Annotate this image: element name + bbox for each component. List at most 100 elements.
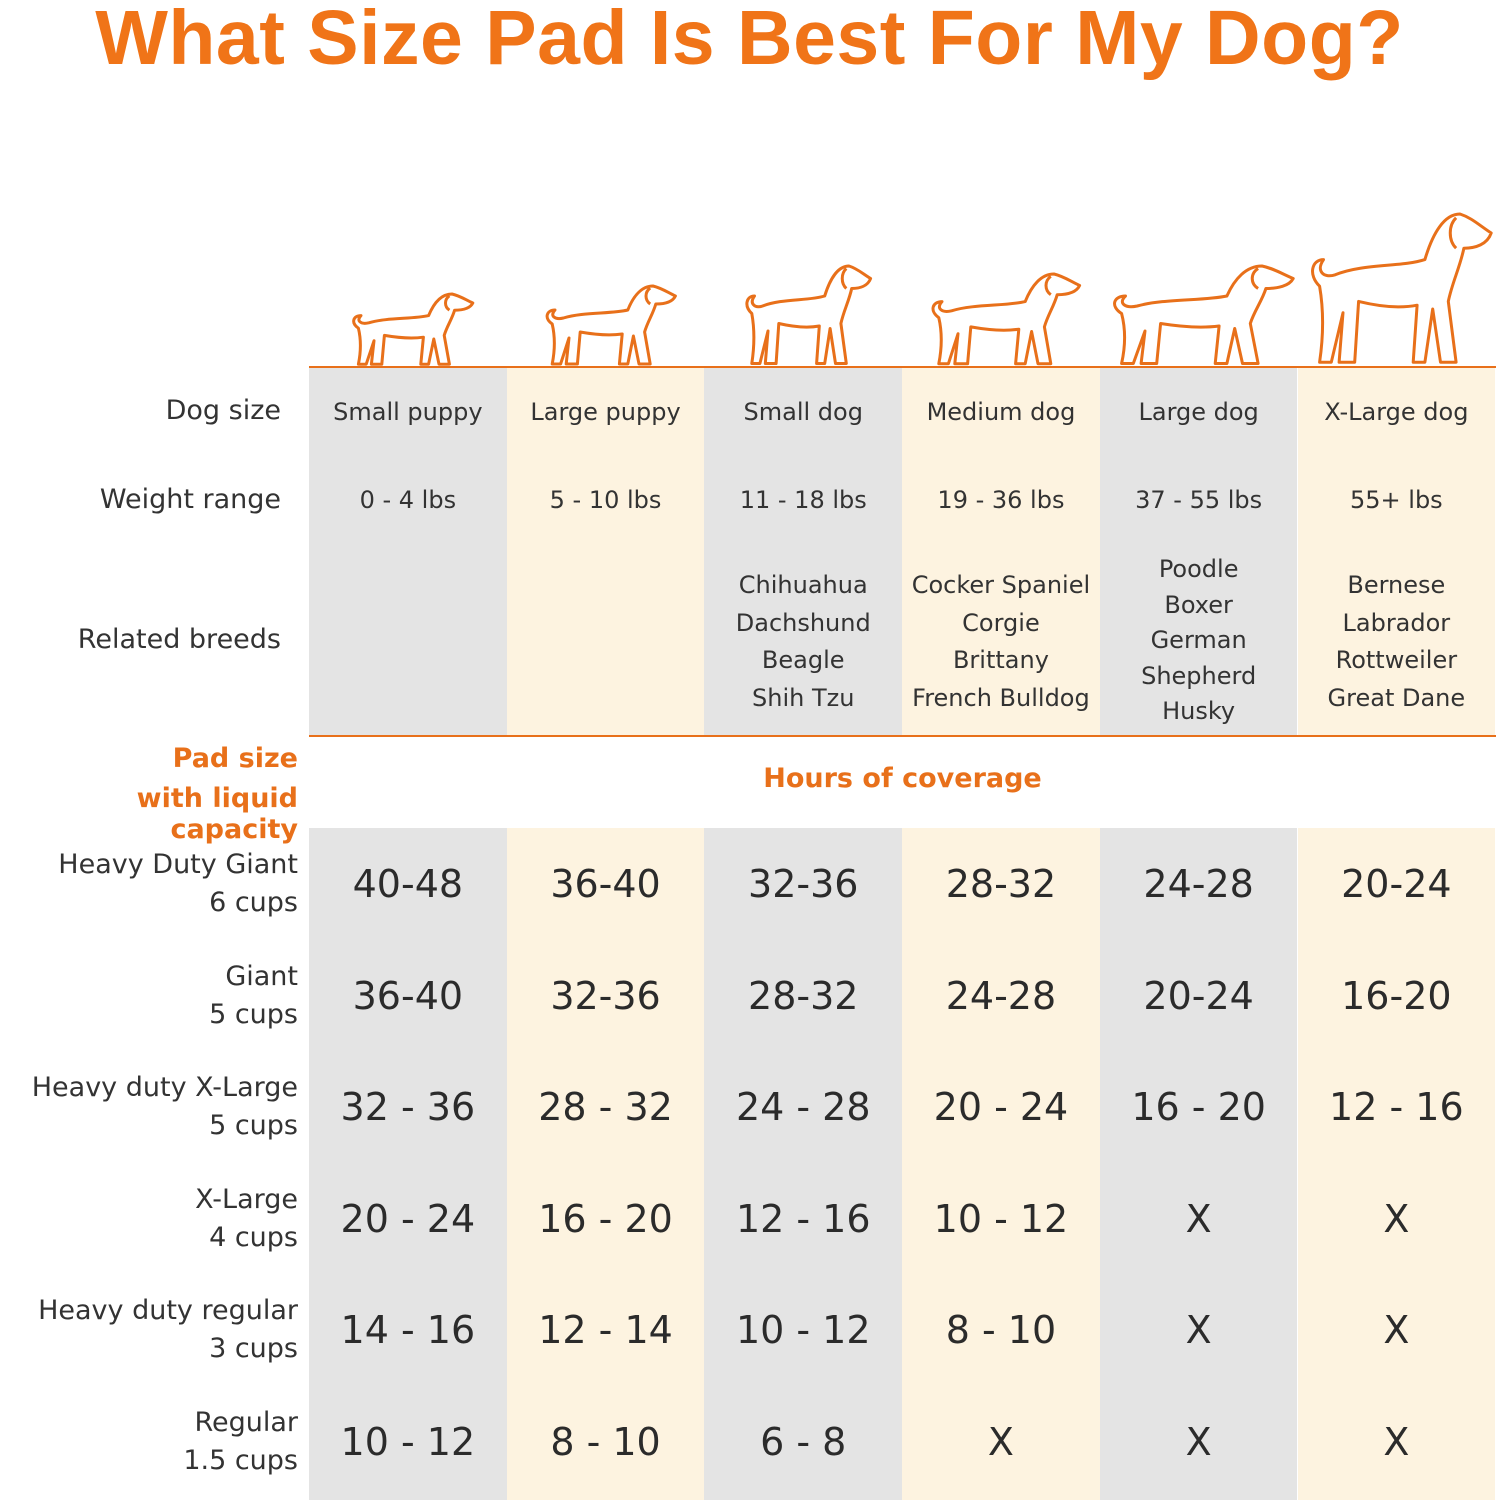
column-band-lower-4: [902, 828, 1100, 1500]
pad-size-name: Giant: [225, 960, 298, 992]
weight-range-value: 5 - 10 lbs: [549, 486, 662, 514]
coverage-hours-cell: 32 - 36: [340, 1085, 476, 1130]
dog-small-icon: [741, 241, 876, 366]
column-band-lower-5: [1099, 828, 1298, 1500]
breed-name: Great Dane: [1327, 683, 1466, 712]
pad-size-name: X-Large: [195, 1183, 298, 1215]
dog-size-label: X-Large dog: [1324, 398, 1469, 426]
pad-size-name: Regular: [194, 1407, 298, 1438]
breed-name: German: [1150, 626, 1247, 654]
coverage-hours-cell: 16-20: [1341, 973, 1452, 1018]
hours-of-coverage-heading: Hours of coverage: [763, 763, 1042, 794]
pad-capacity: 5 cups: [209, 998, 298, 1030]
pad-capacity: 6 cups: [209, 887, 298, 918]
pad-size-name: Heavy Duty Giant: [58, 849, 298, 880]
coverage-hours-cell: 8 - 10: [945, 1308, 1057, 1353]
puppy-small-icon: [348, 276, 478, 366]
coverage-hours-cell: 24 - 28: [735, 1085, 871, 1130]
weight-range-value: 55+ lbs: [1350, 486, 1443, 514]
breed-name: Poodle: [1158, 555, 1239, 583]
weight-range-value: 0 - 4 lbs: [359, 486, 457, 514]
coverage-hours-cell: X: [1383, 1196, 1410, 1241]
coverage-hours-cell: 20-24: [1143, 973, 1254, 1018]
related-breeds-list: Bernese Labrador Rottweiler Great Dane: [1298, 567, 1496, 717]
row-label-related-breeds: Related breeds: [77, 624, 281, 655]
dog-xlarge-icon: [1304, 176, 1499, 366]
coverage-hours-cell: 14 - 16: [340, 1308, 476, 1353]
pad-capacity: 4 cups: [209, 1221, 298, 1253]
pad-size-name: Heavy duty regular: [38, 1295, 298, 1327]
dog-large-icon: [1106, 241, 1301, 366]
dog-medium-icon: [926, 251, 1086, 366]
breed-name: Rottweiler: [1335, 646, 1458, 674]
related-breeds-list: Cocker Spaniel Corgie Brittany French Bulld…: [902, 567, 1100, 717]
coverage-hours-cell: 28-32: [945, 862, 1057, 906]
column-band-1: [309, 368, 507, 736]
coverage-hours-cell: 12 - 16: [735, 1196, 871, 1241]
coverage-hours-cell: 28-32: [748, 973, 859, 1018]
liquid-capacity-heading: with liquid capacity: [136, 783, 298, 845]
breed-name: Shih Tzu: [752, 683, 855, 712]
column-band-6: [1297, 368, 1496, 736]
pad-capacity: 1.5 cups: [183, 1445, 298, 1476]
breed-name: Beagle: [761, 646, 845, 674]
column-band-lower-6: [1297, 828, 1496, 1500]
column-band-3: [704, 368, 903, 736]
page-title: What Size Pad Is Best For My Dog?: [95, 0, 1404, 81]
coverage-hours-cell: 40-48: [352, 862, 464, 906]
coverage-hours-cell: 16 - 20: [1131, 1085, 1266, 1130]
coverage-hours-cell: X: [1185, 1308, 1212, 1353]
breed-name: Bernese: [1347, 571, 1446, 599]
coverage-hours-cell: 6 - 8: [760, 1420, 847, 1464]
coverage-hours-cell: 32-36: [748, 862, 859, 906]
breed-name: Dachshund: [735, 608, 871, 637]
coverage-hours-cell: 20 - 24: [933, 1085, 1069, 1130]
column-band-4: [902, 368, 1100, 736]
pad-size-heading: Pad size: [172, 743, 298, 774]
breed-name: Chihuahua: [738, 571, 868, 599]
coverage-hours-cell: 20-24: [1341, 862, 1452, 906]
weight-range-value: 19 - 36 lbs: [937, 486, 1065, 514]
dog-size-label: Small dog: [743, 398, 863, 426]
coverage-hours-cell: X: [1185, 1420, 1212, 1464]
coverage-hours-cell: 12 - 16: [1329, 1085, 1464, 1130]
coverage-hours-cell: 36-40: [550, 862, 661, 906]
related-breeds-list: Poodle Boxer German Shepherd Husky: [1100, 552, 1298, 730]
coverage-hours-cell: 36-40: [352, 973, 464, 1018]
coverage-hours-cell: 16 - 20: [538, 1196, 673, 1241]
coverage-hours-cell: 10 - 12: [933, 1196, 1069, 1241]
column-band-5: [1099, 368, 1298, 736]
coverage-hours-cell: 10 - 12: [340, 1420, 476, 1464]
coverage-hours-cell: 20 - 24: [340, 1196, 476, 1241]
coverage-hours-cell: X: [987, 1420, 1014, 1464]
dog-size-label: Small puppy: [333, 398, 483, 426]
breed-name: Boxer: [1164, 590, 1233, 619]
row-label-dog-size: Dog size: [165, 395, 281, 426]
dog-size-label: Large dog: [1138, 398, 1259, 426]
breed-name: Husky: [1162, 697, 1236, 725]
breed-name: Brittany: [952, 646, 1049, 674]
pad-size-name: Heavy duty X-Large: [31, 1072, 298, 1104]
coverage-hours-cell: X: [1383, 1420, 1410, 1464]
column-band-2: [506, 368, 705, 736]
breed-name: Shepherd: [1141, 661, 1257, 690]
coverage-hours-cell: 32-36: [550, 973, 661, 1018]
column-band-lower-3: [704, 828, 903, 1500]
column-band-lower-1: [309, 828, 507, 1500]
coverage-hours-cell: X: [1383, 1308, 1410, 1353]
dog-size-label: Medium dog: [926, 398, 1076, 426]
breed-name: French Bulldog: [912, 683, 1090, 712]
pad-capacity: 3 cups: [209, 1333, 298, 1365]
breed-name: Corgie: [962, 608, 1040, 637]
coverage-hours-cell: 24-28: [945, 973, 1057, 1018]
weight-range-value: 11 - 18 lbs: [739, 486, 867, 514]
column-band-lower-2: [506, 828, 705, 1500]
coverage-hours-cell: X: [1185, 1196, 1212, 1241]
related-breeds-list: Chihuahua Dachshund Beagle Shih Tzu: [704, 567, 902, 717]
puppy-large-icon: [541, 266, 681, 366]
pad-capacity: 5 cups: [209, 1110, 298, 1142]
coverage-hours-cell: 28 - 32: [538, 1085, 673, 1130]
coverage-hours-cell: 8 - 10: [550, 1420, 661, 1464]
breed-name: Cocker Spaniel: [911, 571, 1091, 599]
dog-size-label: Large puppy: [530, 398, 681, 426]
